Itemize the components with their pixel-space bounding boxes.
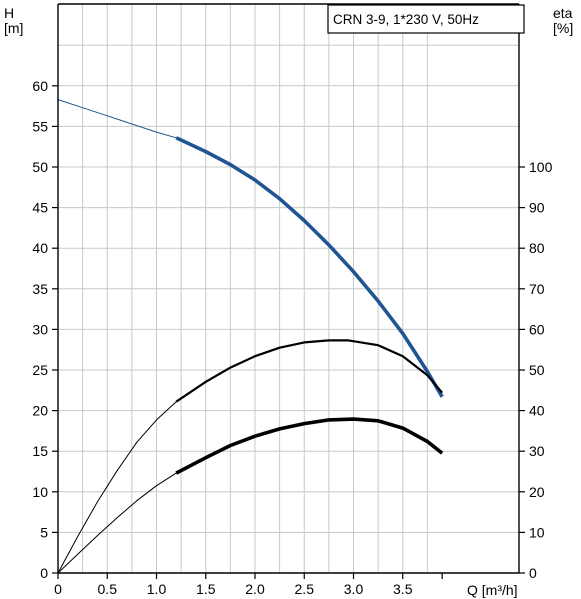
y-left-tick-label: 30 xyxy=(32,321,48,337)
x-tick-label: 1.5 xyxy=(196,581,216,597)
x-tick-label: 3.0 xyxy=(344,581,364,597)
y-right-tick-label: 10 xyxy=(529,524,545,540)
y-right-tick-label: 90 xyxy=(529,200,545,216)
x-tick-label: 1.0 xyxy=(147,581,167,597)
y-left-tick-label: 35 xyxy=(32,281,48,297)
y-left-tick-label: 50 xyxy=(32,159,48,175)
head-curve xyxy=(175,136,444,398)
axes xyxy=(52,3,525,579)
x-tick-label: 2.0 xyxy=(245,581,265,597)
efficiency-curve-lower xyxy=(175,417,444,475)
curves xyxy=(57,99,444,574)
x-tick-label: 3.5 xyxy=(393,581,413,597)
y-right-tick-label: 70 xyxy=(529,281,545,297)
efficiency-curve-upper xyxy=(175,339,443,403)
x-tick-label: 2.5 xyxy=(295,581,315,597)
y-left-label-symbol: H xyxy=(4,5,14,21)
y-right-label-unit: [%] xyxy=(553,20,573,36)
efficiency-curve-upper-extended xyxy=(57,401,177,574)
y-right-tick-label: 80 xyxy=(529,240,545,256)
x-tick-label: 0.5 xyxy=(98,581,118,597)
y-left-tick-label: 60 xyxy=(32,78,48,94)
y-right-tick-label: 20 xyxy=(529,484,545,500)
y-left-label-unit: [m] xyxy=(4,20,23,36)
y-right-tick-label: 40 xyxy=(529,403,545,419)
x-axis-label: Q [m³/h] xyxy=(467,582,518,598)
y-left-tick-label: 0 xyxy=(40,565,48,581)
y-right-tick-label: 100 xyxy=(529,159,553,175)
y-left-tick-label: 25 xyxy=(32,362,48,378)
y-left-tick-label: 20 xyxy=(32,403,48,419)
chart-title-box xyxy=(327,4,525,34)
tick-labels: 0 0.5 1.0 1.5 2.0 2.5 3.0 3.5 0 5 10 15 20 25 30 35 40 45… xyxy=(32,78,552,597)
y-left-tick-label: 5 xyxy=(40,524,48,540)
y-left-tick-label: 15 xyxy=(32,443,48,459)
y-left-tick-label: 10 xyxy=(32,484,48,500)
grid xyxy=(58,4,519,573)
y-right-tick-label: 60 xyxy=(529,321,545,337)
y-right-tick-label: 0 xyxy=(529,565,537,581)
efficiency-curve-lower-extended xyxy=(57,472,177,574)
chart-title: CRN 3-9, 1*230 V, 50Hz xyxy=(333,12,479,27)
y-right-label-symbol: eta xyxy=(553,5,573,21)
y-right-tick-label: 50 xyxy=(529,362,545,378)
y-left-tick-label: 55 xyxy=(32,118,48,134)
x-tick-label: 0 xyxy=(54,581,62,597)
y-left-tick-label: 40 xyxy=(32,240,48,256)
y-right-tick-label: 30 xyxy=(529,443,545,459)
y-left-tick-label: 45 xyxy=(32,200,48,216)
head-curve-extended xyxy=(57,99,177,139)
